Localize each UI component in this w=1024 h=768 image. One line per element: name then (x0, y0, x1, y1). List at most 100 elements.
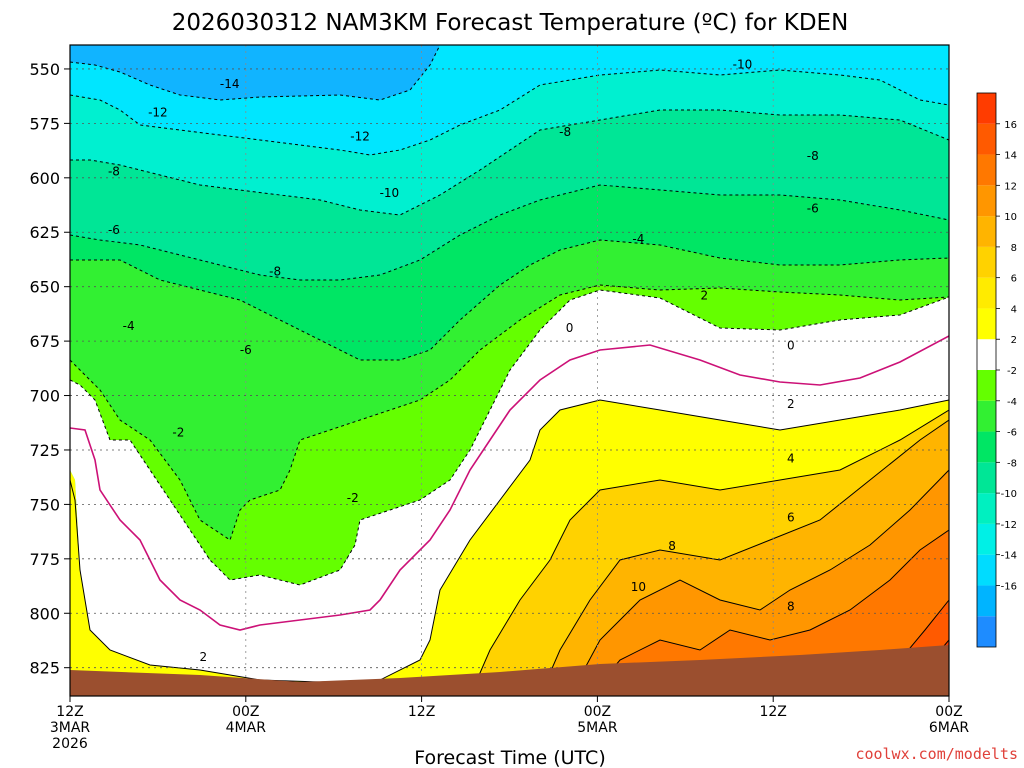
x-tick-label: 12Z (759, 704, 786, 720)
y-tick-label: 625 (29, 223, 60, 242)
y-tick-label: 575 (29, 114, 60, 133)
x-tick-label: 2026 (52, 736, 88, 752)
contour-label: 10 (631, 580, 646, 594)
contour-label: -8 (269, 264, 281, 278)
contour-label: -8 (108, 164, 120, 178)
colorbar-swatch (977, 523, 996, 555)
colorbar-swatch (977, 154, 996, 186)
x-tick-label: 00Z (232, 704, 259, 720)
x-tick-label: 00Z (935, 704, 962, 720)
y-axis: 550 575 600 625 650 675 700 725 750 775 800 825 (29, 60, 70, 678)
x-tick-label: 3MAR (50, 720, 91, 736)
contour-label: -6 (240, 343, 252, 357)
colorbar-label: -16 (1001, 581, 1017, 592)
y-tick-label: 700 (29, 387, 60, 406)
colorbar-swatch (977, 616, 996, 647)
colorbar-swatch (977, 400, 996, 432)
fill-minus8 (70, 110, 949, 280)
colorbar-label: -12 (1001, 520, 1017, 531)
colorbar-label: -6 (1007, 428, 1017, 439)
contour-label: -8 (559, 125, 571, 139)
contour-label: -8 (807, 149, 819, 163)
y-tick-label: 550 (29, 60, 60, 79)
x-tick-label: 4MAR (226, 720, 267, 736)
colorbar-label: 2 (1011, 335, 1017, 346)
contour-minus6 (70, 239, 949, 361)
fill-minus16 (70, 45, 440, 100)
colorbar-label: 10 (1004, 212, 1017, 223)
x-tick-label: 6MAR (929, 720, 970, 736)
colorbar-label: -4 (1007, 397, 1017, 408)
contour-minus2 (70, 289, 949, 586)
contour-label: 8 (787, 600, 795, 614)
x-axis-label: Forecast Time (UTC) (414, 747, 605, 768)
fill-minus4 (70, 240, 949, 540)
fill-minus2 (70, 285, 949, 585)
colorbar-swatch (977, 93, 996, 124)
y-tick-label: 825 (29, 659, 60, 678)
contour-label: 2 (701, 288, 709, 302)
contour-label: 8 (668, 539, 676, 553)
contour-plus6 (539, 419, 949, 696)
ground-surface (70, 645, 949, 696)
contour-label: 2 (199, 650, 207, 664)
colorbar-label: 6 (1011, 274, 1017, 285)
colorbar-swatch (977, 277, 996, 309)
colorbar: 16 14 12 10 8 6 4 2 -2 -4 -6 -8 -10 -12 -14 -16 (976, 92, 1017, 648)
y-tick-label: 800 (29, 604, 60, 623)
fill-minus6 (70, 185, 949, 360)
colorbar-label: 4 (1011, 304, 1017, 315)
colorbar-swatch (977, 185, 996, 217)
contour-minus12 (70, 69, 949, 156)
colorbar-swatch (977, 431, 996, 463)
contour-zero-isotherm (70, 335, 949, 631)
contour-label: -10 (380, 186, 400, 200)
colorbar-swatch (977, 308, 996, 340)
y-tick-label: 775 (29, 550, 60, 569)
colorbar-swatch (977, 585, 996, 617)
colorbar-swatch (977, 216, 996, 247)
y-tick-label: 600 (29, 169, 60, 188)
credit-text[interactable]: coolwx.com/modelts (855, 745, 1018, 763)
x-tick-label: 12Z (56, 704, 83, 720)
colorbar-label: 12 (1004, 181, 1017, 192)
contour-label: -12 (148, 105, 168, 119)
fill-warm-white (70, 290, 949, 682)
colorbar-swatch (977, 246, 996, 278)
contour-label: -6 (108, 223, 120, 237)
colorbar-label: -10 (1001, 489, 1017, 500)
colorbar-label: 8 (1011, 243, 1017, 254)
colorbar-swatch (977, 370, 996, 401)
contour-label: 0 (787, 338, 795, 352)
contour-lines (70, 45, 949, 696)
contour-label: -6 (807, 201, 819, 215)
contour-label: 0 (566, 321, 574, 335)
colorbar-label: -14 (1001, 551, 1017, 562)
colorbar-label: -8 (1007, 458, 1017, 469)
y-tick-label: 750 (29, 495, 60, 514)
colorbar-label: 16 (1004, 120, 1017, 131)
contour-label: -4 (632, 232, 644, 246)
colorbar-swatch (977, 554, 996, 586)
y-tick-label: 725 (29, 441, 60, 460)
colorbar-swatch (977, 339, 996, 370)
contour-label: -14 (220, 77, 240, 91)
colorbar-label: 14 (1004, 151, 1017, 162)
contour-label: 4 (787, 452, 795, 466)
colorbar-swatch (977, 462, 996, 494)
contour-minus4 (70, 284, 949, 541)
contour-label: -2 (347, 491, 359, 505)
contour-label: -10 (733, 58, 753, 72)
contour-labels: -14 -12 -12 -10 -10 -8 -8 -8 -8 -6 -6 -6 -4 -4 -2 -2 2 0 0… (108, 58, 819, 664)
contour-plus2 (70, 399, 949, 683)
contour-minus10 (70, 109, 949, 216)
x-tick-label: 5MAR (577, 720, 618, 736)
colorbar-swatch (977, 493, 996, 524)
contour-label: -4 (123, 319, 135, 333)
chart-title: 2026030312 NAM3KM Forecast Temperature (… (172, 10, 849, 36)
contour-plus4 (469, 409, 949, 696)
x-tick-label: 12Z (408, 704, 435, 720)
fill-minus12 (70, 70, 949, 215)
contour-label: -12 (350, 129, 370, 143)
